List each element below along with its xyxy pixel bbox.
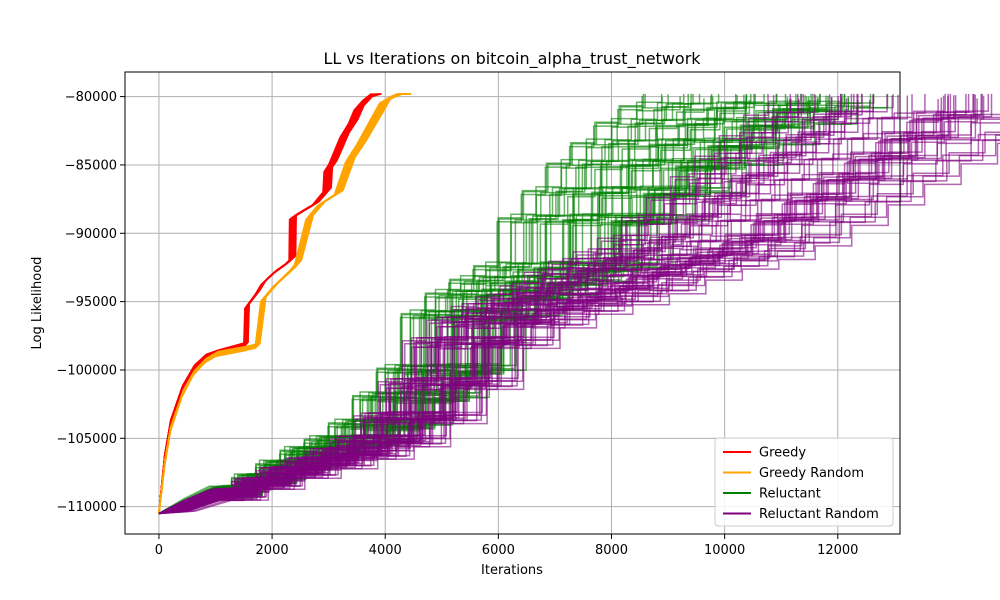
x-tick-label: 10000 [704, 543, 745, 558]
y-axis: −110000 −105000 −100000 −95000 −90000 −85000 −… [56, 90, 125, 515]
series-line-reluctant-random [158, 95, 893, 515]
x-tick-label: 8000 [595, 543, 628, 558]
y-tick-label: −105000 [56, 432, 117, 447]
series-line-reluctant-random [158, 133, 1000, 515]
x-tick-label: 6000 [482, 543, 515, 558]
series-line-reluctant-random [158, 93, 855, 515]
x-tick-label: 4000 [369, 543, 402, 558]
legend-label: Reluctant [759, 487, 821, 502]
series-line-reluctant-random [158, 93, 842, 515]
y-tick-label: −80000 [65, 90, 117, 105]
x-axis-label: Iterations [481, 563, 543, 578]
plot-frame [124, 71, 901, 535]
legend-label: Reluctant Random [759, 507, 879, 522]
chart-title: LL vs Iterations on bitcoin_alpha_trust_… [323, 49, 701, 69]
series-line-greedy [158, 93, 382, 514]
y-tick-label: −100000 [56, 363, 117, 378]
x-tick-label: 0 [155, 543, 163, 558]
series-line-reluctant-random [158, 116, 1000, 515]
legend-box [714, 437, 894, 527]
x-axis: 0 2000 4000 6000 8000 10000 12000 [155, 534, 858, 558]
series-line-reluctant-random [158, 99, 939, 515]
series-line-reluctant-random [158, 93, 952, 515]
series-line-reluctant [158, 93, 689, 515]
y-tick-label: −85000 [65, 158, 117, 173]
x-tick-label: 2000 [256, 543, 289, 558]
series-line-reluctant-random [158, 93, 792, 515]
y-tick-label: −90000 [65, 227, 117, 242]
y-tick-label: −95000 [65, 295, 117, 310]
series-line-reluctant [158, 93, 701, 515]
series-line-reluctant-random [158, 93, 769, 515]
y-tick-label: −110000 [56, 500, 117, 515]
legend-label: Greedy Random [759, 466, 864, 481]
x-tick-label: 12000 [817, 543, 858, 558]
series-lines [158, 93, 1000, 515]
series-line-greedy-random [158, 93, 412, 514]
legend: Greedy Greedy Random Reluctant Reluctant Ra… [714, 437, 894, 527]
series-line-reluctant-random [158, 93, 859, 515]
series-line-reluctant-random [158, 93, 803, 515]
y-axis-label: Log Likelihood [30, 257, 45, 350]
series-line-reluctant-random [158, 93, 974, 515]
series-line-reluctant [158, 97, 663, 515]
legend-label: Greedy [759, 446, 806, 461]
series-line-reluctant-random [158, 95, 775, 515]
